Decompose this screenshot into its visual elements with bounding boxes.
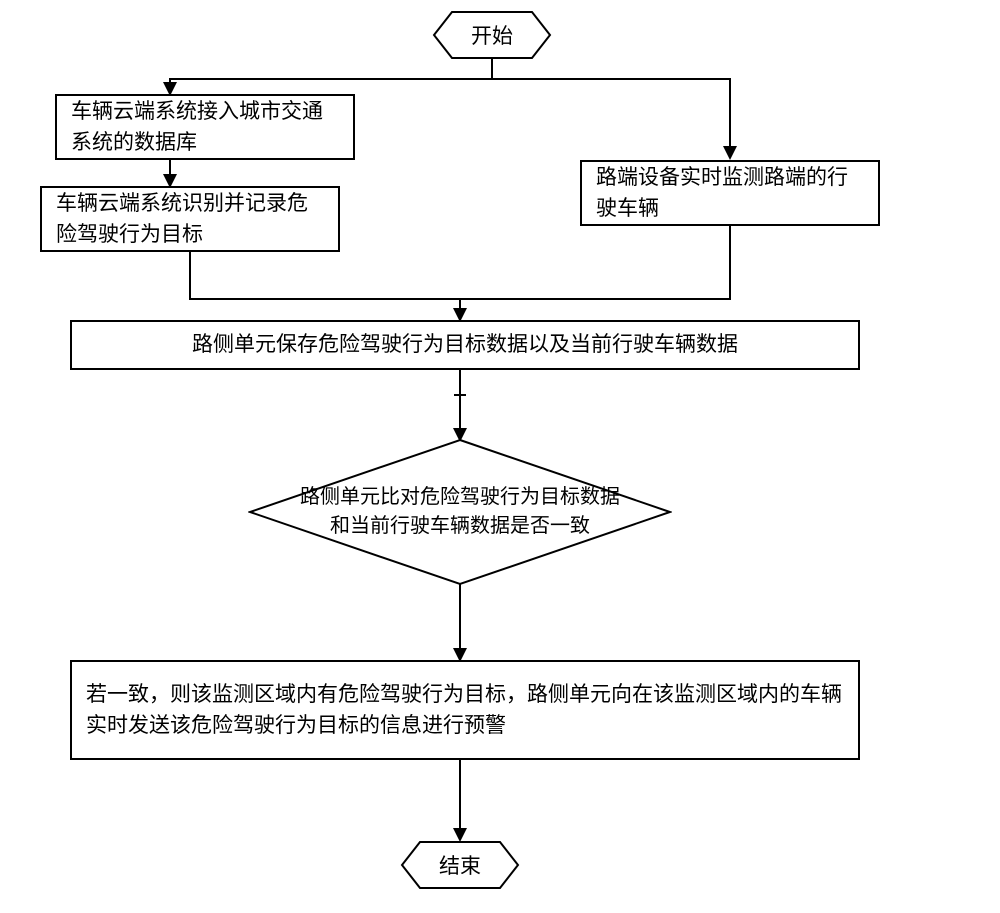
flowchart-canvas: 开始 车辆云端系统接入城市交通系统的数据库 车辆云端系统识别并记录危险驾驶行为目… xyxy=(0,0,1000,913)
process-cloud-identify: 车辆云端系统识别并记录危险驾驶行为目标 xyxy=(40,186,340,252)
edge xyxy=(459,760,461,830)
n3-label: 路端设备实时监测路端的行驶车辆 xyxy=(596,162,864,225)
n4-label: 路侧单元保存危险驾驶行为目标数据以及当前行驶车辆数据 xyxy=(192,329,738,361)
start-label: 开始 xyxy=(471,20,513,50)
decision-compare: 路侧单元比对危险驾驶行为目标数据和当前行驶车辆数据是否一致 xyxy=(248,438,672,586)
n5-label: 若一致，则该监测区域内有危险驾驶行为目标，路侧单元向在该监测区域内的车辆实时发送… xyxy=(86,679,844,742)
process-warning: 若一致，则该监测区域内有危险驾驶行为目标，路侧单元向在该监测区域内的车辆实时发送… xyxy=(70,660,860,760)
d1-label: 路侧单元比对危险驾驶行为目标数据和当前行驶车辆数据是否一致 xyxy=(300,486,620,537)
edge xyxy=(491,58,493,80)
edge xyxy=(729,78,731,148)
edge xyxy=(459,584,461,650)
edge xyxy=(729,226,731,300)
process-cloud-access: 车辆云端系统接入城市交通系统的数据库 xyxy=(55,94,355,160)
process-rsu-store: 路侧单元保存危险驾驶行为目标数据以及当前行驶车辆数据 xyxy=(70,320,860,370)
n1-label: 车辆云端系统接入城市交通系统的数据库 xyxy=(71,96,339,159)
end-terminator: 结束 xyxy=(400,840,520,890)
arrow-head-icon xyxy=(723,146,737,160)
end-label: 结束 xyxy=(439,850,481,880)
start-terminator: 开始 xyxy=(432,10,552,60)
edge-tick xyxy=(454,394,466,396)
edge xyxy=(189,252,191,300)
edge xyxy=(459,370,461,430)
edge xyxy=(170,78,730,80)
process-roadside-monitor: 路端设备实时监测路端的行驶车辆 xyxy=(580,160,880,226)
n2-label: 车辆云端系统识别并记录危险驾驶行为目标 xyxy=(56,188,324,251)
